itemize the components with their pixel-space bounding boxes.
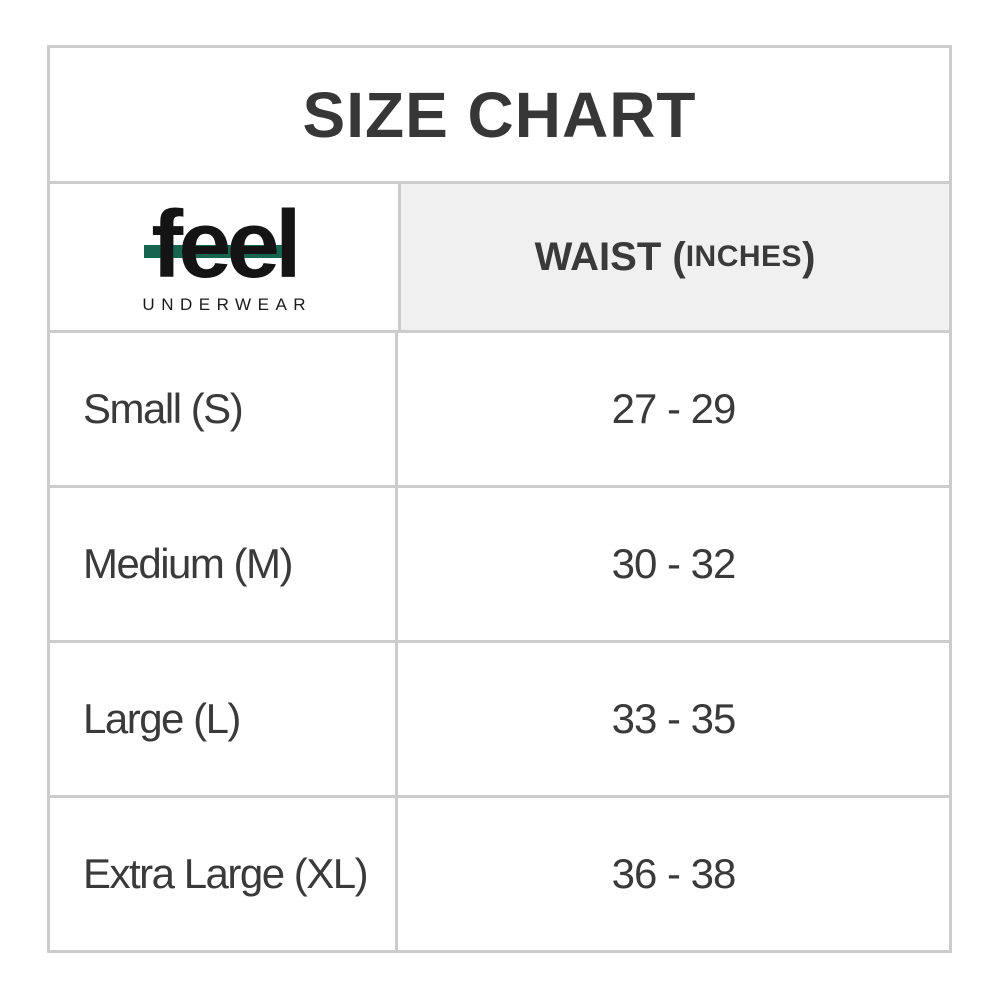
title-row: SIZE CHART bbox=[50, 48, 949, 184]
logo-wordmark: feel bbox=[144, 196, 302, 293]
waist-value: 36 - 38 bbox=[611, 850, 737, 897]
waist-value: 27 - 29 bbox=[611, 385, 737, 432]
table-row-large: Large (L) 33 - 35 bbox=[50, 643, 949, 798]
size-label: Medium (M) bbox=[50, 488, 398, 640]
brand-logo: feel UNDERWEAR bbox=[136, 196, 313, 315]
size-chart-table: SIZE CHART feel UNDERWEAR WAIST (INCHES)… bbox=[47, 45, 952, 953]
logo-text: feel bbox=[151, 196, 301, 292]
header-row: feel UNDERWEAR WAIST (INCHES) bbox=[50, 184, 949, 333]
page-title: SIZE CHART bbox=[302, 78, 697, 151]
table-row-extra-large: Extra Large (XL) 36 - 38 bbox=[50, 798, 949, 950]
brand-logo-cell: feel UNDERWEAR bbox=[50, 184, 401, 330]
table-row-medium: Medium (M) 30 - 32 bbox=[50, 488, 949, 643]
size-label: Small (S) bbox=[50, 333, 398, 485]
waist-column-header: WAIST (INCHES) bbox=[401, 184, 949, 330]
table-row-small: Small (S) 27 - 29 bbox=[50, 333, 949, 488]
waist-header-close-paren: ) bbox=[802, 234, 816, 279]
waist-header-label: WAIST ( bbox=[534, 234, 686, 279]
waist-header-unit: INCHES bbox=[685, 240, 803, 273]
waist-value: 33 - 35 bbox=[611, 695, 737, 742]
waist-value: 30 - 32 bbox=[611, 540, 737, 587]
logo-green-bar bbox=[144, 244, 292, 258]
logo-subtext: UNDERWEAR bbox=[142, 295, 313, 315]
size-label: Extra Large (XL) bbox=[50, 798, 398, 950]
size-label: Large (L) bbox=[50, 643, 398, 795]
